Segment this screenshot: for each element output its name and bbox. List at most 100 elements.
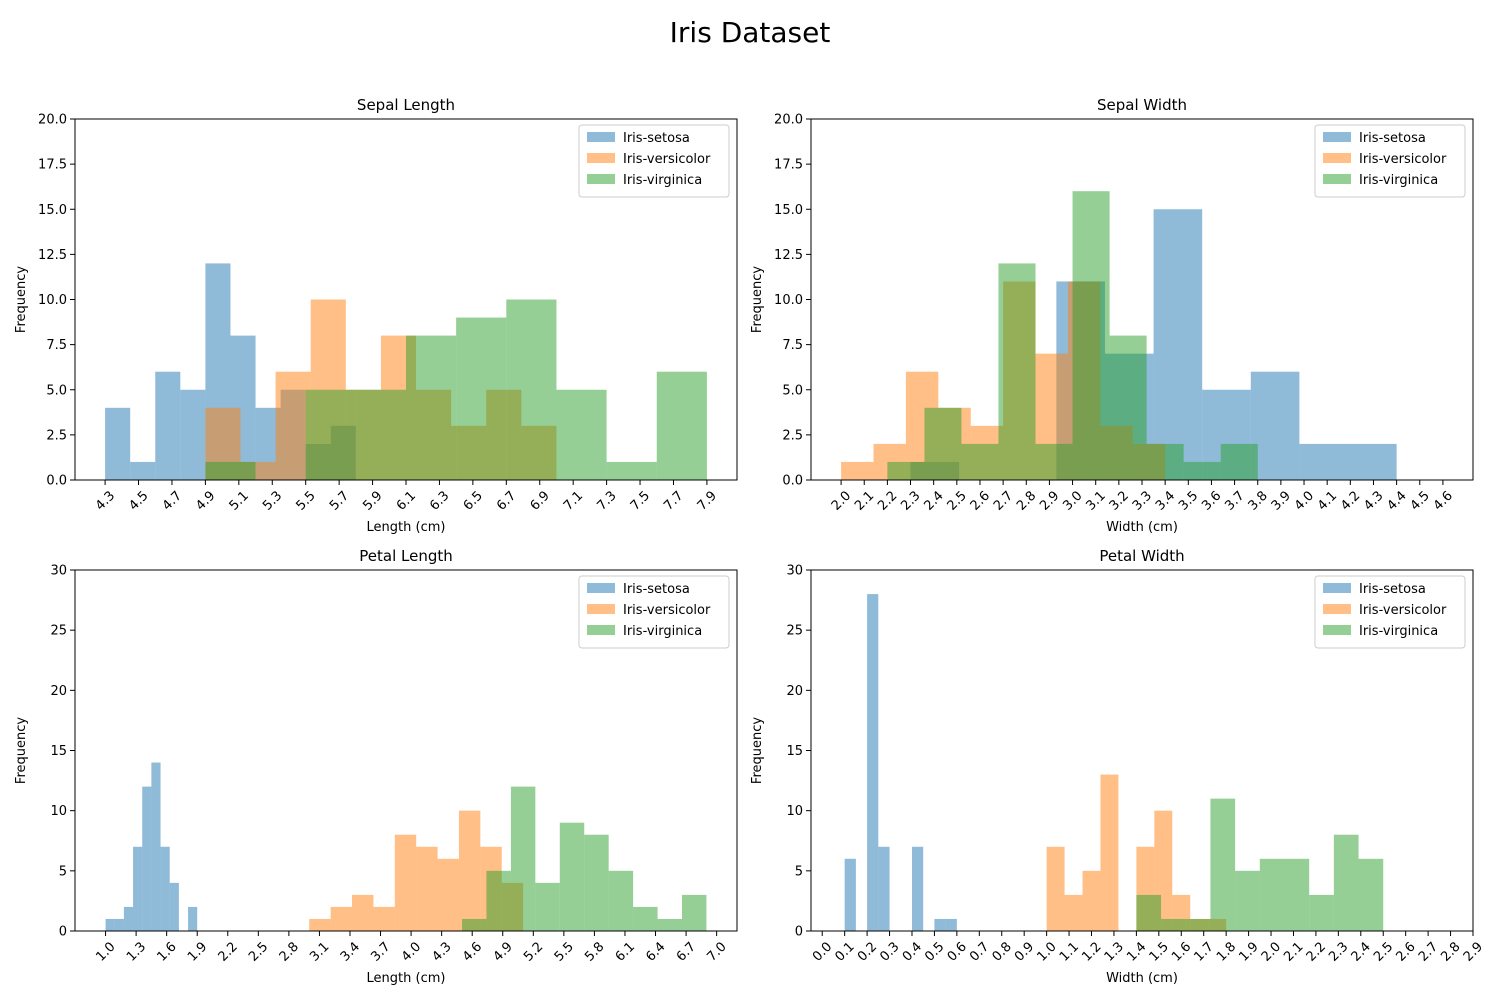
x-tick-label: 5.5 xyxy=(552,939,577,964)
y-tick-label: 0 xyxy=(59,925,67,940)
histogram-bar xyxy=(887,461,925,480)
legend-label: Iris-setosa xyxy=(1359,582,1426,597)
legend: Iris-setosa Iris-versicolor Iris-virginica xyxy=(578,124,730,198)
x-tick-label: 4.0 xyxy=(1292,488,1317,513)
y-tick-label: 5.0 xyxy=(46,383,67,398)
legend-label: Iris-setosa xyxy=(623,131,690,146)
figure-title: Iris Dataset xyxy=(670,16,831,49)
x-tick-label: 3.0 xyxy=(1060,488,1085,513)
x-tick-label: 4.5 xyxy=(1408,488,1433,513)
x-axis-label: Width (cm) xyxy=(1106,971,1178,986)
x-tick-label: 1.9 xyxy=(1236,939,1261,964)
x-tick-label: 4.1 xyxy=(1315,488,1340,513)
histogram-bar xyxy=(1064,894,1083,931)
x-tick-label: 2.8 xyxy=(1438,939,1463,964)
x-tick-label: 2.0 xyxy=(1259,939,1284,964)
x-tick-label: 0.8 xyxy=(990,939,1015,964)
x-tick-label: 0.2 xyxy=(855,939,880,964)
histogram-bar xyxy=(205,461,256,480)
histogram-bar xyxy=(608,870,634,931)
x-tick-label: 5.8 xyxy=(582,939,607,964)
subplot-title: Sepal Width xyxy=(1097,96,1187,114)
histogram-bar xyxy=(169,882,179,931)
histogram-bar xyxy=(510,786,536,931)
x-tick-label: 5.9 xyxy=(360,488,385,513)
y-tick-label: 20 xyxy=(50,684,67,699)
x-tick-label: 2.2 xyxy=(875,488,900,513)
x-tick-label: 3.1 xyxy=(307,939,332,964)
x-tick-label: 2.5 xyxy=(246,939,271,964)
histogram-bar xyxy=(355,389,406,480)
y-tick-label: 10 xyxy=(786,804,803,819)
histogram-bar xyxy=(1333,834,1359,931)
y-tick-label: 15 xyxy=(50,744,67,759)
x-tick-label: 2.6 xyxy=(1393,939,1418,964)
histogram-bar xyxy=(105,918,115,931)
x-axis-label: Length (cm) xyxy=(367,971,446,986)
legend-swatch xyxy=(587,174,615,184)
histogram-bar xyxy=(924,407,962,480)
histogram-bar xyxy=(1109,335,1147,480)
subplot-title: Sepal Length xyxy=(357,96,455,114)
x-tick-label: 4.3 xyxy=(429,939,454,964)
x-tick-label: 1.6 xyxy=(154,939,179,964)
x-tick-label: 2.8 xyxy=(277,939,302,964)
x-tick-label: 1.3 xyxy=(124,939,149,964)
x-tick-label: 0.5 xyxy=(922,939,947,964)
histogram-bar xyxy=(394,834,417,931)
y-tick-label: 20 xyxy=(786,684,803,699)
histogram-bar xyxy=(160,846,170,931)
histogram-bar xyxy=(1259,858,1285,931)
legend: Iris-setosa Iris-versicolor Iris-virginica xyxy=(578,575,730,649)
subplot-4: 0 5 10 15 20 25 30 0.00.10.20.30.40.50.60.70.80… xyxy=(750,547,1486,986)
x-tick-label: 6.4 xyxy=(643,939,668,964)
histogram-bar xyxy=(1220,443,1258,480)
legend-swatch xyxy=(587,604,615,614)
histogram-bar xyxy=(1153,209,1203,480)
histogram-bar xyxy=(584,834,609,931)
x-tick-label: 2.7 xyxy=(991,488,1016,513)
histogram-bar xyxy=(1183,461,1221,480)
y-tick-label: 12.5 xyxy=(38,248,67,263)
x-tick-label: 2.9 xyxy=(1037,488,1062,513)
histogram-bar xyxy=(406,335,457,480)
x-tick-label: 1.1 xyxy=(1057,939,1082,964)
legend-swatch xyxy=(587,153,615,163)
legend-box xyxy=(1314,124,1466,198)
histogram-bar xyxy=(1072,191,1110,480)
x-tick-label: 0.6 xyxy=(945,939,970,964)
x-tick-label: 0.0 xyxy=(810,939,835,964)
series-iris-setosa xyxy=(105,762,198,931)
x-axis-label: Width (cm) xyxy=(1106,520,1178,535)
y-tick-label: 2.5 xyxy=(46,428,67,443)
x-tick-label: 3.2 xyxy=(1107,488,1132,513)
histogram-bar xyxy=(456,317,507,480)
x-tick-label: 5.1 xyxy=(227,488,252,513)
histogram-bar xyxy=(1100,774,1119,931)
histogram-bar xyxy=(878,846,890,931)
histogram-bar xyxy=(1250,371,1300,480)
histogram-bar xyxy=(934,918,946,931)
x-tick-label: 2.4 xyxy=(921,488,946,513)
legend-swatch xyxy=(1323,625,1351,635)
y-tick-label: 25 xyxy=(786,624,803,639)
x-tick-label: 7.1 xyxy=(561,488,586,513)
histogram-bar xyxy=(1146,443,1184,480)
x-tick-label: 1.0 xyxy=(93,939,118,964)
legend-swatch xyxy=(587,625,615,635)
x-tick-label: 2.1 xyxy=(1281,939,1306,964)
legend-swatch xyxy=(587,132,615,142)
series-iris-virginica xyxy=(205,299,707,480)
histogram-bar xyxy=(556,389,607,480)
x-tick-label: 1.5 xyxy=(1147,939,1172,964)
histogram-bar xyxy=(633,906,658,931)
x-tick-label: 7.9 xyxy=(695,488,720,513)
histogram-bar xyxy=(559,822,585,931)
x-tick-label: 7.7 xyxy=(661,488,686,513)
x-tick-label: 3.3 xyxy=(1130,488,1155,513)
y-tick-label: 17.5 xyxy=(38,158,67,173)
y-tick-label: 15.0 xyxy=(38,203,67,218)
x-tick-label: 0.7 xyxy=(967,939,992,964)
histogram-bar xyxy=(1309,894,1334,931)
x-tick-label: 6.1 xyxy=(613,939,638,964)
